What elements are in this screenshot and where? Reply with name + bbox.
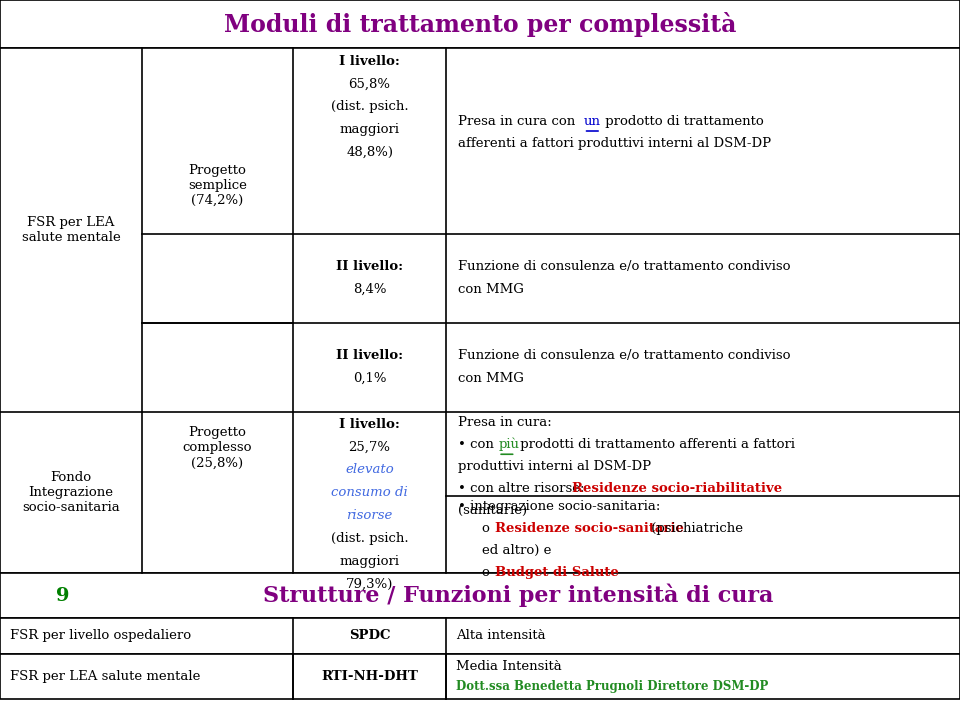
Text: FSR per livello ospedaliero: FSR per livello ospedaliero <box>10 629 191 642</box>
Text: 9: 9 <box>56 587 69 604</box>
Text: SPDC: SPDC <box>348 629 391 642</box>
Text: Fondo
Integrazione
socio-sanitaria: Fondo Integrazione socio-sanitaria <box>22 471 120 514</box>
Text: II livello:: II livello: <box>336 260 403 273</box>
Text: Progetto
complesso
(25,8%): Progetto complesso (25,8%) <box>182 426 252 469</box>
Text: Funzione di consulenza e/o trattamento condiviso: Funzione di consulenza e/o trattamento c… <box>458 260 790 273</box>
Text: (psichiatriche: (psichiatriche <box>647 522 743 535</box>
Text: FSR per LEA salute mentale: FSR per LEA salute mentale <box>10 670 200 683</box>
Text: afferenti a fattori produttivi interni al DSM-DP: afferenti a fattori produttivi interni a… <box>458 137 771 150</box>
Text: Budget di Salute: Budget di Salute <box>495 566 619 579</box>
Bar <box>0 0 960 48</box>
Text: elevato: elevato <box>346 464 394 476</box>
Text: • con: • con <box>458 438 498 451</box>
Bar <box>0 573 960 618</box>
Text: Residenze socio-sanitarie: Residenze socio-sanitarie <box>495 522 684 535</box>
Text: I livello:: I livello: <box>339 55 400 68</box>
Text: I livello:: I livello: <box>339 418 400 431</box>
Text: (sanitarie): (sanitarie) <box>458 504 527 517</box>
Text: II livello:: II livello: <box>336 349 403 362</box>
Text: Media Intensità: Media Intensità <box>456 660 562 673</box>
Text: Dott.ssa Benedetta Prugnoli Direttore DSM-DP: Dott.ssa Benedetta Prugnoli Direttore DS… <box>456 680 768 693</box>
Text: • con altre risorse:: • con altre risorse: <box>458 482 588 495</box>
Text: 25,7%: 25,7% <box>348 441 391 454</box>
Text: consumo di: consumo di <box>331 486 408 499</box>
Text: (dist. psich.: (dist. psich. <box>331 100 408 113</box>
Text: Moduli di trattamento per complessità: Moduli di trattamento per complessità <box>224 11 736 37</box>
Text: Alta intensità: Alta intensità <box>456 629 545 642</box>
Text: risorse: risorse <box>347 509 393 522</box>
Text: 8,4%: 8,4% <box>353 283 386 296</box>
Text: ed altro) e: ed altro) e <box>482 544 551 557</box>
Text: produttivi interni al DSM-DP: produttivi interni al DSM-DP <box>458 460 651 473</box>
Text: (dist. psich.: (dist. psich. <box>331 532 408 545</box>
Bar <box>0 654 960 699</box>
Text: un: un <box>584 115 601 127</box>
Text: 0,1%: 0,1% <box>353 372 386 385</box>
Bar <box>0 618 960 654</box>
Text: o: o <box>482 522 494 535</box>
Text: RTI-NH-DHT: RTI-NH-DHT <box>322 670 418 683</box>
Text: Funzione di consulenza e/o trattamento condiviso: Funzione di consulenza e/o trattamento c… <box>458 349 790 362</box>
Text: Presa in cura:: Presa in cura: <box>458 416 552 429</box>
Text: FSR per LEA
salute mentale: FSR per LEA salute mentale <box>22 216 120 244</box>
Text: Residenze socio-riabilitative: Residenze socio-riabilitative <box>572 482 782 495</box>
Text: 65,8%: 65,8% <box>348 78 391 90</box>
Text: o: o <box>482 566 494 579</box>
Text: Strutture / Funzioni per intensità di cura: Strutture / Funzioni per intensità di cu… <box>263 584 774 607</box>
Text: Presa in cura con: Presa in cura con <box>458 115 580 127</box>
Text: Progetto
semplice
(74,2%): Progetto semplice (74,2%) <box>188 164 247 207</box>
Text: maggiori: maggiori <box>340 123 399 136</box>
Text: 48,8%): 48,8%) <box>347 146 393 159</box>
Text: più: più <box>498 438 519 451</box>
Text: 79,3%): 79,3%) <box>346 577 394 590</box>
Text: con MMG: con MMG <box>458 372 524 385</box>
Text: • integrazione socio-sanitaria:: • integrazione socio-sanitaria: <box>458 500 660 513</box>
Text: con MMG: con MMG <box>458 283 524 296</box>
Text: maggiori: maggiori <box>340 555 399 567</box>
Bar <box>0 48 960 573</box>
Text: prodotto di trattamento: prodotto di trattamento <box>601 115 764 127</box>
Text: prodotti di trattamento afferenti a fattori: prodotti di trattamento afferenti a fatt… <box>516 438 795 451</box>
